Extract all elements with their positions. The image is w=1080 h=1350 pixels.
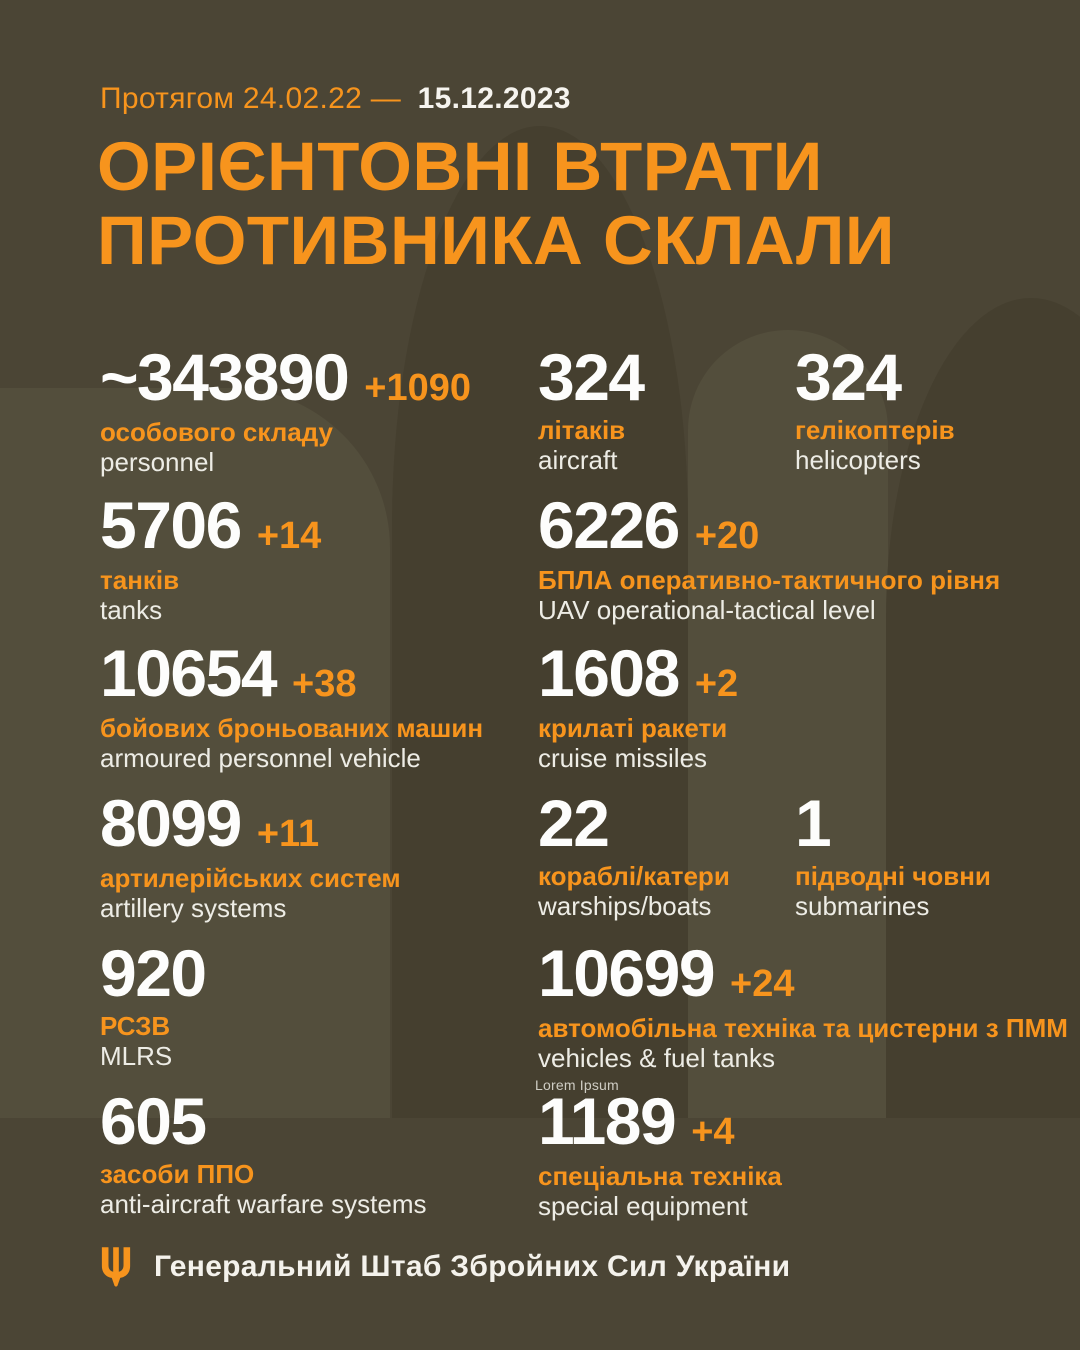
- footer: Генеральний Штаб Збройних Сил України: [100, 1246, 790, 1288]
- stat-helicopters: 324 гелікоптерів helicopters: [795, 340, 955, 475]
- stat-armoured-vehicles: 10654 +38 бойових броньованих машин armo…: [100, 636, 484, 773]
- stat-label-ua: спеціальна техніка: [538, 1161, 782, 1191]
- report-period: Протягом 24.02.22 — 15.12.2023: [100, 82, 571, 116]
- stat-label-ua: БПЛА оперативно-тактичного рівня: [538, 565, 1001, 595]
- stat-value: 1: [795, 786, 832, 860]
- stat-value: 8099: [100, 786, 242, 860]
- stat-label-en: helicopters: [795, 445, 921, 475]
- stat-label-ua: літаків: [538, 415, 626, 445]
- stat-label-en: cruise missiles: [538, 743, 708, 773]
- stat-artillery: 8099 +11 артилерійських систем artillery…: [100, 786, 401, 923]
- stat-label-ua: кораблі/катери: [538, 861, 730, 891]
- stat-label-en: aircraft: [538, 445, 618, 475]
- stat-label-en: MLRS: [100, 1041, 173, 1071]
- stat-personnel: ~343890 +1090 особового складу personnel: [100, 340, 472, 477]
- stat-delta: +24: [730, 963, 795, 1005]
- period-prefix-label: Протягом 24.02.22 —: [100, 82, 401, 115]
- stat-label-en: armoured personnel vehicle: [100, 743, 421, 773]
- stat-label-ua: особового складу: [100, 417, 333, 447]
- stat-value: 605: [100, 1084, 207, 1158]
- stat-vehicles-fuel-tanks: 10699 +24 автомобільна техніка та цистер…: [538, 936, 1068, 1073]
- stat-special-equipment: 1189 +4 спеціальна техніка special equip…: [538, 1084, 782, 1221]
- stat-value: ~343890: [100, 340, 350, 414]
- watermark-trident-middle-prong: [688, 330, 888, 1118]
- watermark-trident-left-prong: [0, 388, 390, 1118]
- stat-value: 22: [538, 786, 610, 860]
- watermark-trident-arch-left: [392, 126, 688, 1118]
- stat-label-en: special equipment: [538, 1191, 748, 1221]
- stat-label-ua: підводні човни: [795, 861, 991, 891]
- stat-mlrs: 920 РСЗВ MLRS: [100, 936, 207, 1071]
- stat-label-ua: гелікоптерів: [795, 415, 955, 445]
- trident-icon: [101, 1247, 131, 1287]
- stat-label-ua: автомобільна техніка та цистерни з ПММ: [538, 1013, 1068, 1043]
- watermark-trident-arch-right: [886, 298, 1080, 1118]
- stat-label-en: anti-aircraft warfare systems: [100, 1189, 427, 1219]
- stat-value: 6226: [538, 488, 680, 562]
- stat-value: 1189: [538, 1084, 677, 1158]
- stat-label-en: tanks: [100, 595, 163, 625]
- stat-value: 10654: [100, 636, 278, 710]
- stat-label-en: artillery systems: [100, 893, 287, 923]
- stat-value: 1608: [538, 636, 680, 710]
- page-title-line1: ОРІЄНТОВНІ ВТРАТИ: [97, 128, 823, 205]
- page-title: ОРІЄНТОВНІ ВТРАТИ ПРОТИВНИКА СКЛАЛИ: [97, 130, 895, 278]
- report-date: 15.12.2023: [417, 82, 571, 115]
- stat-label-ua: артилерійських систем: [100, 863, 401, 893]
- stat-label-en: warships/boats: [538, 891, 712, 921]
- stat-value: 10699: [538, 936, 716, 1010]
- stat-air-defence: 605 засоби ППО anti-aircraft warfare sys…: [100, 1084, 427, 1219]
- stat-label-en: UAV operational-tactical level: [538, 595, 876, 625]
- stat-delta: +14: [256, 515, 322, 557]
- stat-delta: +38: [292, 663, 357, 705]
- stat-delta: +11: [256, 813, 320, 855]
- stat-label-ua: танків: [100, 565, 180, 595]
- stat-label-en: submarines: [795, 891, 930, 921]
- page-title-line2: ПРОТИВНИКА СКЛАЛИ: [97, 202, 896, 279]
- stat-delta: +4: [691, 1111, 735, 1153]
- stat-submarines: 1 підводні човни submarines: [795, 786, 991, 921]
- stat-uav: 6226 +20 БПЛА оперативно-тактичного рівн…: [538, 488, 1001, 625]
- stat-value: 920: [100, 936, 207, 1010]
- stat-aircraft: 324 літаків aircraft: [538, 340, 645, 475]
- stat-value: 324: [538, 340, 645, 414]
- stat-label-en: vehicles & fuel tanks: [538, 1043, 776, 1073]
- watermark-note: Lorem Ipsum: [535, 1077, 619, 1093]
- stat-label-ua: РСЗВ: [100, 1011, 171, 1041]
- stat-delta: +2: [694, 663, 739, 705]
- stat-value: 5706: [100, 488, 242, 562]
- stat-warships: 22 кораблі/катери warships/boats: [538, 786, 730, 921]
- stat-tanks: 5706 +14 танків tanks: [100, 488, 322, 625]
- stat-delta: +20: [694, 515, 760, 557]
- stat-label-ua: бойових броньованих машин: [100, 713, 484, 743]
- stat-value: 324: [795, 340, 902, 414]
- stat-cruise-missiles: 1608 +2 крилаті ракети cruise missiles: [538, 636, 739, 773]
- stat-delta: +1090: [364, 367, 472, 409]
- stat-label-ua: крилаті ракети: [538, 713, 728, 743]
- footer-source: Генеральний Штаб Збройних Сил України: [154, 1250, 791, 1283]
- stat-label-en: personnel: [100, 447, 215, 477]
- stat-label-ua: засоби ППО: [100, 1159, 255, 1189]
